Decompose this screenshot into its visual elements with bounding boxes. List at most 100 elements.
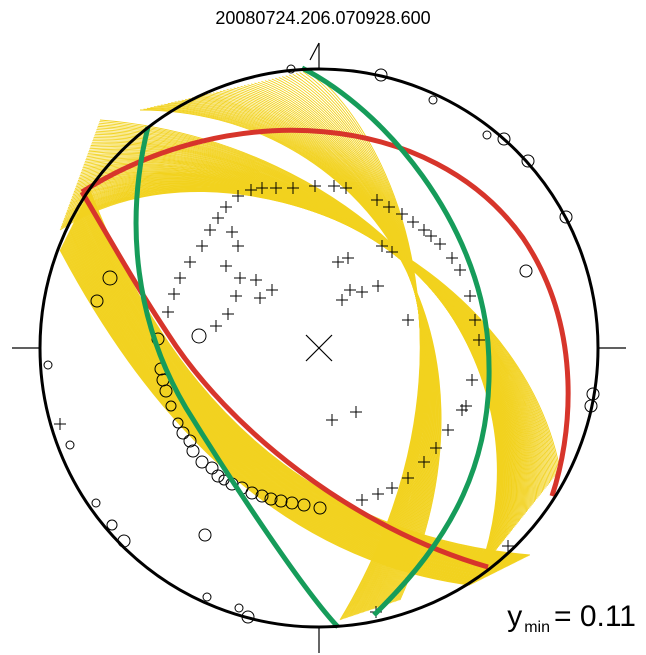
cross-marker: [454, 264, 466, 276]
green-nodal-plane-right: [300, 65, 492, 617]
cross-marker: [425, 230, 437, 242]
cross-marker: [473, 334, 485, 346]
circle-marker: [91, 498, 101, 508]
cross-marker: [442, 424, 454, 436]
north-tick-slant: [309, 42, 320, 61]
circle-marker: [159, 384, 173, 398]
circle-marker: [202, 592, 212, 602]
circle-marker: [186, 444, 200, 458]
green-nodal-plane: [133, 126, 340, 629]
cross-marker: [204, 224, 216, 236]
cross-marker: [270, 182, 282, 194]
cross-marker: [356, 286, 368, 298]
cross-marker: [502, 540, 514, 552]
cross-marker: [232, 190, 244, 202]
cross-marker: [466, 374, 478, 386]
cross-marker: [234, 272, 246, 284]
cross-marker: [326, 414, 338, 426]
cross-marker: [232, 240, 244, 252]
circle-marker: [65, 440, 75, 450]
circle-marker: [519, 264, 533, 278]
cross-marker: [250, 274, 262, 286]
circle-marker: [297, 498, 311, 512]
cross-marker: [386, 246, 398, 258]
cross-marker: [446, 252, 458, 264]
circle-marker: [43, 360, 53, 370]
cross-marker: [469, 314, 481, 326]
cross-marker: [430, 442, 442, 454]
cross-marker: [245, 184, 257, 196]
cross-marker: [220, 201, 232, 213]
circle-marker: [205, 461, 219, 475]
figure-title: 20080724.206.070928.600: [215, 8, 431, 28]
circle-marker: [428, 95, 438, 105]
circle-marker: [106, 519, 118, 531]
cross-marker: [340, 182, 352, 194]
ymin-label: y min = 0.11: [507, 600, 636, 637]
circle-marker: [102, 270, 118, 286]
cross-marker: [383, 201, 395, 213]
fault-plane-arc: [89, 189, 531, 556]
cross-marker: [344, 284, 356, 296]
circle-marker: [172, 417, 184, 429]
ymin-subscript: min: [524, 619, 550, 636]
circle-marker: [497, 132, 511, 146]
circle-marker: [559, 210, 573, 224]
center-cross-b: [305, 334, 333, 362]
cross-marker: [254, 292, 266, 304]
cross-marker: [328, 180, 340, 192]
cross-marker: [402, 472, 414, 484]
cross-marker: [350, 406, 362, 418]
cross-marker: [407, 216, 419, 228]
circle-marker: [211, 469, 225, 483]
fault-plane-arc: [309, 69, 421, 621]
cross-marker: [184, 256, 196, 268]
cross-marker: [222, 308, 234, 320]
circle-marker: [176, 426, 190, 440]
cross-marker: [396, 208, 408, 220]
circle-marker: [191, 328, 207, 344]
cross-marker: [402, 314, 414, 326]
cross-markers: [54, 180, 514, 618]
circle-marker: [198, 528, 212, 542]
ymin-value: = 0.11: [553, 600, 636, 633]
cross-marker: [266, 284, 278, 296]
circle-marker: [264, 492, 278, 506]
cross-marker: [309, 180, 321, 192]
circle-marker: [195, 455, 209, 469]
cross-marker: [434, 238, 446, 250]
circle-marker: [313, 501, 327, 515]
cross-marker: [226, 226, 238, 238]
red-nodal-plane-lower: [79, 190, 489, 570]
circle-marker: [274, 494, 288, 508]
cross-marker: [336, 294, 348, 306]
circle-marker: [482, 130, 492, 140]
cross-marker: [230, 290, 242, 302]
cross-marker: [371, 194, 383, 206]
circle-marker: [234, 603, 244, 613]
circle-marker: [165, 400, 177, 412]
cross-marker: [386, 482, 398, 494]
fault-plane-arcs: [59, 69, 561, 621]
cross-marker: [376, 240, 388, 252]
cross-marker: [372, 280, 384, 292]
cross-marker: [460, 400, 472, 412]
ymin-symbol: y: [507, 600, 523, 633]
cross-marker: [168, 288, 180, 300]
cross-marker: [220, 260, 232, 272]
cross-marker: [418, 224, 430, 236]
circle-marker: [183, 434, 197, 448]
cross-marker: [212, 212, 224, 224]
circle-marker: [521, 154, 535, 168]
cross-marker: [418, 456, 430, 468]
circle-marker: [245, 486, 259, 500]
cross-marker: [372, 488, 384, 500]
cross-marker: [162, 306, 174, 318]
cross-marker: [356, 494, 368, 506]
circle-marker: [255, 489, 269, 503]
cross-marker: [287, 182, 299, 194]
cross-marker: [196, 240, 208, 252]
red-nodal-plane: [80, 127, 571, 497]
cross-marker: [174, 272, 186, 284]
